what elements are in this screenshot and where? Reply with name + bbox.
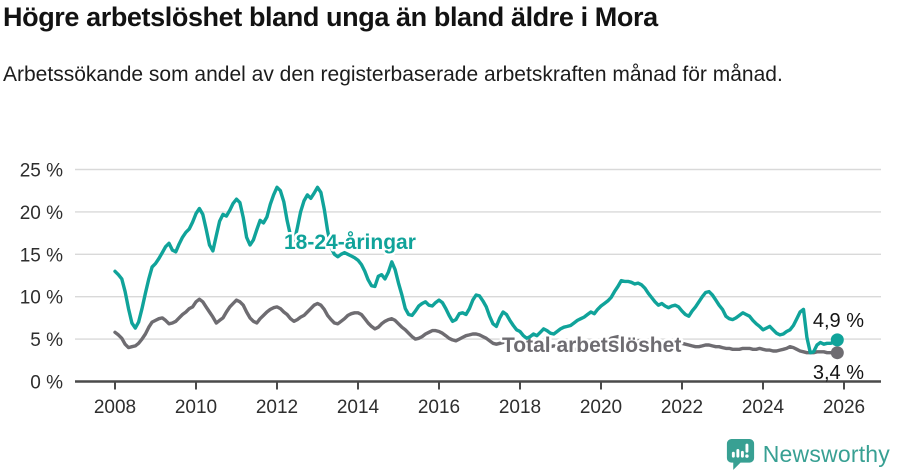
- series-end-dot: [830, 333, 844, 347]
- series-inline-label: Total arbetslöshet: [502, 334, 681, 357]
- x-axis-tick-label: 2020: [580, 397, 622, 418]
- x-axis-tick-label: 2014: [337, 397, 380, 418]
- newsworthy-branding: Newsworthy: [726, 438, 890, 470]
- y-axis-tick-label: 20 %: [20, 203, 63, 224]
- newsworthy-logo-icon: [726, 439, 754, 470]
- y-axis-tick-label: 15 %: [20, 245, 63, 266]
- x-axis-tick-label: 2010: [175, 397, 217, 418]
- x-axis-tick-label: 2024: [742, 397, 785, 418]
- chart-subtitle: Arbetssökande som andel av den registerb…: [3, 63, 783, 86]
- x-axis-tick-label: 2008: [94, 397, 136, 418]
- series-end-value-label: 4,9 %: [813, 310, 864, 332]
- y-axis-tick-label: 10 %: [20, 288, 63, 309]
- chart-title: Högre arbetslöshet bland unga än bland ä…: [3, 2, 658, 32]
- series-end-dot: [830, 346, 844, 360]
- series-line: [113, 297, 839, 355]
- x-axis-tick-label: 2018: [499, 397, 541, 418]
- series-line: [113, 185, 839, 355]
- y-axis-tick-label: 5 %: [30, 330, 63, 351]
- series-inline-label: 18-24-åringar: [284, 231, 416, 254]
- line-chart-canvas: 0 % 5 % 10 % 15 % 20 % 25 % 2008 2010 2012 2014 20…: [20, 161, 881, 418]
- y-axis-tick-label: 0 %: [30, 373, 63, 394]
- newsworthy-wordmark: Newsworthy: [762, 440, 890, 467]
- x-axis-tick-label: 2016: [418, 397, 460, 418]
- y-axis-tick-label: 25 %: [20, 161, 63, 182]
- series-end-value-label: 3,4 %: [813, 362, 864, 384]
- x-axis-tick-label: 2026: [823, 397, 865, 418]
- x-axis-tick-label: 2012: [256, 397, 298, 418]
- x-axis-tick-label: 2022: [661, 397, 703, 418]
